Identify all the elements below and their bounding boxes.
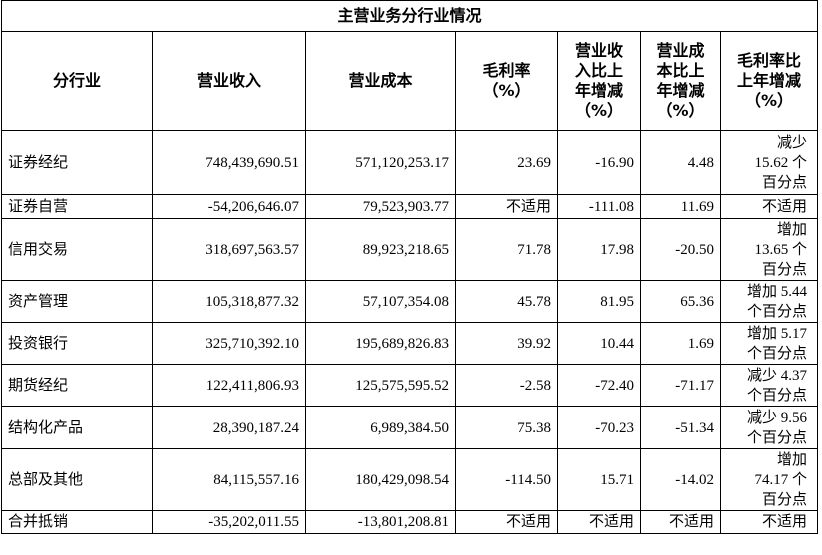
cell: 减少 4.37 个百分点 <box>719 364 819 407</box>
header-cell: 营业收入 <box>152 31 306 131</box>
row-label: 证券经纪 <box>1 130 153 195</box>
business-table: 主营业务分行业情况 分行业 营业收入 营业成本 毛利率（%） 营业收入比上年增减（%）营… <box>0 0 819 534</box>
cell: 不适用 <box>640 510 721 534</box>
cell: -14.02 <box>640 448 721 511</box>
cell: 增加 74.17 个百分点 <box>719 448 819 511</box>
cell: -111.08 <box>557 194 641 219</box>
data-row: 证券自营 -54,206,646.07 79,523,903.77 不适用 -111.0… <box>1 194 819 219</box>
cell: 325,710,392.10 <box>152 322 306 365</box>
data-row: 总部及其他 84,115,557.16 180,429,098.54 -114.50 1… <box>1 448 819 511</box>
data-row: 结构化产品 28,390,187.24 6,989,384.50 75.38 -70.2… <box>1 406 819 449</box>
cell: -51.34 <box>640 406 721 449</box>
cell: 81.95 <box>557 280 641 323</box>
header-cell: 毛利率（%） <box>455 31 558 131</box>
cell: 减少 15.62 个百分点 <box>719 130 819 195</box>
cell: 79,523,903.77 <box>305 194 456 219</box>
row-label: 信用交易 <box>1 218 153 281</box>
header-cell: 毛利率比上年增减（%） <box>719 31 819 131</box>
header-row: 分行业 营业收入 营业成本 毛利率（%） 营业收入比上年增减（%） 营业成本比上年增减（%… <box>1 31 819 131</box>
cell: -35,202,011.55 <box>152 510 306 534</box>
cell: 57,107,354.08 <box>305 280 456 323</box>
cell: -114.50 <box>455 448 558 511</box>
cell: 195,689,826.83 <box>305 322 456 365</box>
cell: 4.48 <box>640 130 721 195</box>
cell: 84,115,557.16 <box>152 448 306 511</box>
header-cell: 营业成本比上年增减（%） <box>640 31 721 131</box>
cell: 不适用 <box>719 510 819 534</box>
row-label: 投资银行 <box>1 322 153 365</box>
table-title: 主营业务分行业情况 <box>0 0 819 32</box>
cell: 571,120,253.17 <box>305 130 456 195</box>
header-cell: 分行业 <box>1 31 153 131</box>
cell: -70.23 <box>557 406 641 449</box>
cell: -16.90 <box>557 130 641 195</box>
row-label: 证券自营 <box>1 194 153 219</box>
row-label: 资产管理 <box>1 280 153 323</box>
row-label: 期货经纪 <box>1 364 153 407</box>
cell: 180,429,098.54 <box>305 448 456 511</box>
cell: 不适用 <box>719 194 819 219</box>
cell: -20.50 <box>640 218 721 281</box>
cell: -71.17 <box>640 364 721 407</box>
cell: 6,989,384.50 <box>305 406 456 449</box>
cell: 增加 5.44 个百分点 <box>719 280 819 323</box>
data-row: 期货经纪 122,411,806.93 125,575,595.52 -2.58 -72… <box>1 364 819 407</box>
cell: 28,390,187.24 <box>152 406 306 449</box>
cell: 10.44 <box>557 322 641 365</box>
cell: 318,697,563.57 <box>152 218 306 281</box>
data-row: 资产管理 105,318,877.32 57,107,354.08 45.78 81.9… <box>1 280 819 323</box>
table-body: 证券经纪 748,439,690.51 571,120,253.17 23.69 -16… <box>1 130 819 534</box>
cell: 71.78 <box>455 218 558 281</box>
cell: 11.69 <box>640 194 721 219</box>
cell: 23.69 <box>455 130 558 195</box>
cell: 125,575,595.52 <box>305 364 456 407</box>
cell: 15.71 <box>557 448 641 511</box>
data-row: 合并抵销 -35,202,011.55 -13,801,208.81 不适用 不适用 不适… <box>1 510 819 534</box>
cell: 不适用 <box>455 194 558 219</box>
cell: -54,206,646.07 <box>152 194 306 219</box>
cell: 17.98 <box>557 218 641 281</box>
cell: -13,801,208.81 <box>305 510 456 534</box>
row-label: 合并抵销 <box>1 510 153 534</box>
cell: 122,411,806.93 <box>152 364 306 407</box>
cell: 增加 13.65 个百分点 <box>719 218 819 281</box>
header-cell: 营业收入比上年增减（%） <box>557 31 641 131</box>
data-row: 投资银行 325,710,392.10 195,689,826.83 39.92 10.… <box>1 322 819 365</box>
cell: 65.36 <box>640 280 721 323</box>
data-row: 信用交易 318,697,563.57 89,923,218.65 71.78 17.9… <box>1 218 819 281</box>
data-row: 证券经纪 748,439,690.51 571,120,253.17 23.69 -16… <box>1 130 819 195</box>
cell: 不适用 <box>557 510 641 534</box>
cell: 39.92 <box>455 322 558 365</box>
cell: 45.78 <box>455 280 558 323</box>
row-label: 总部及其他 <box>1 448 153 511</box>
row-label: 结构化产品 <box>1 406 153 449</box>
cell: 105,318,877.32 <box>152 280 306 323</box>
cell: -2.58 <box>455 364 558 407</box>
cell: 增加 5.17 个百分点 <box>719 322 819 365</box>
cell: 748,439,690.51 <box>152 130 306 195</box>
cell: 减少 9.56 个百分点 <box>719 406 819 449</box>
cell: 75.38 <box>455 406 558 449</box>
cell: 不适用 <box>455 510 558 534</box>
header-cell: 营业成本 <box>305 31 456 131</box>
cell: -72.40 <box>557 364 641 407</box>
cell: 89,923,218.65 <box>305 218 456 281</box>
cell: 1.69 <box>640 322 721 365</box>
